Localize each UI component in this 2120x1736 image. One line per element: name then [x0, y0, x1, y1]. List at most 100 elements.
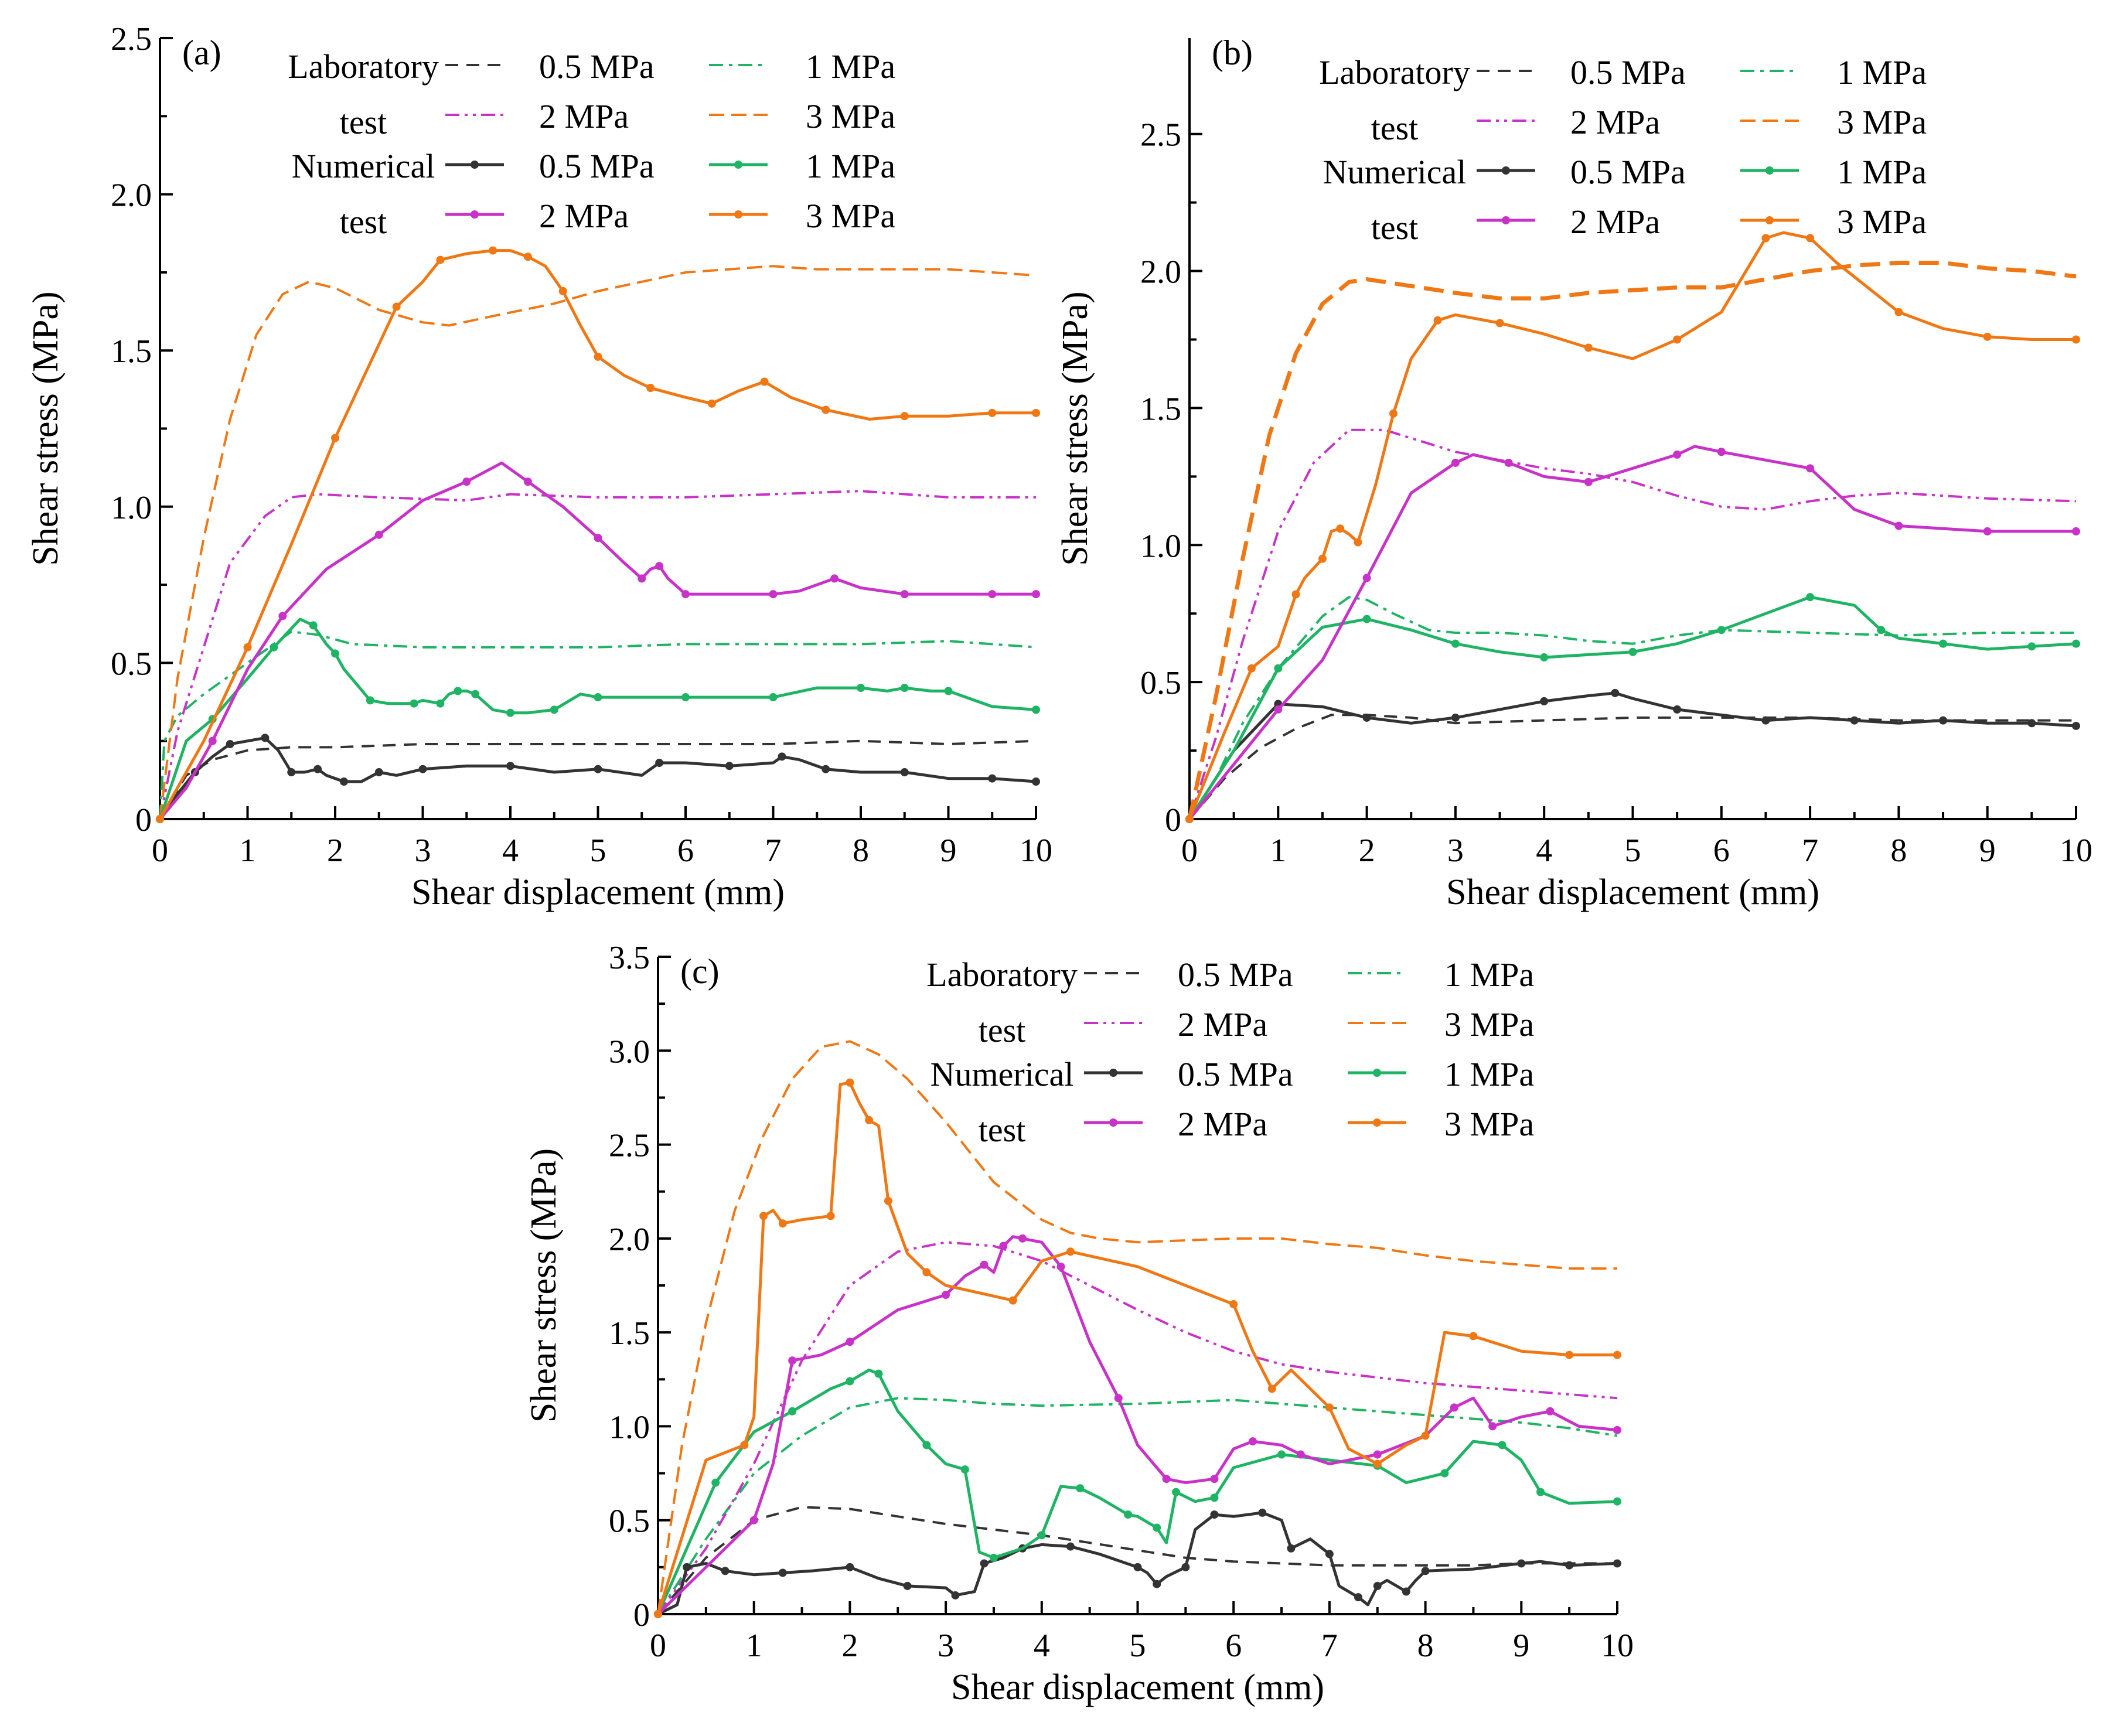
x-axis-label: Shear displacement (mm) [1446, 872, 1819, 912]
data-point [646, 384, 655, 393]
data-point [2027, 642, 2036, 651]
data-point [1247, 664, 1256, 673]
legend-marker [734, 161, 742, 169]
x-tick-label: 10 [1601, 1628, 1634, 1664]
legend-marker [1502, 166, 1510, 175]
legend-entry-label: 2 MPa [539, 197, 629, 235]
data-point [1162, 1475, 1171, 1483]
data-point [788, 1356, 797, 1365]
series-line-c3-lab [657, 1040, 1617, 1615]
data-point [374, 530, 383, 539]
data-point [988, 774, 997, 783]
data-point [278, 612, 287, 620]
series-line-c05-num [657, 1511, 1618, 1616]
data-point [1373, 1450, 1382, 1459]
data-point [638, 574, 646, 583]
legend-entry-label: 2 MPa [1178, 1005, 1267, 1043]
x-tick-label: 0 [1181, 833, 1198, 869]
data-point [1540, 653, 1549, 662]
legend-entry-label: 3 MPa [1444, 1005, 1534, 1043]
data-point [846, 1563, 854, 1571]
y-tick-label: 1.5 [1140, 391, 1181, 427]
data-point [594, 693, 602, 702]
x-tick-label: 2 [841, 1628, 858, 1664]
data-point [309, 621, 318, 630]
data-point [270, 643, 278, 652]
legend-entry-label: 0.5 MPa [539, 47, 655, 86]
data-point [884, 1196, 892, 1205]
data-point [1402, 1587, 1410, 1596]
data-point [903, 1581, 912, 1590]
data-point [740, 1441, 749, 1449]
legend-group-label: Numerical [292, 147, 435, 185]
legend-marker [471, 161, 479, 169]
x-tick-label: 1 [746, 1628, 762, 1664]
data-point [287, 768, 296, 777]
y-tick-label: 0.5 [111, 646, 152, 682]
data-point [489, 246, 497, 255]
data-point [707, 399, 716, 408]
y-tick-label: 1.5 [609, 1315, 650, 1352]
data-point [1296, 1450, 1305, 1459]
data-point [1628, 647, 1637, 656]
data-point [243, 643, 252, 652]
y-tick-label: 0 [633, 1597, 650, 1633]
data-point [1673, 335, 1682, 344]
data-point [1210, 1475, 1219, 1483]
y-axis-label: Shear stress (MPa) [1055, 291, 1095, 565]
data-point [1613, 1559, 1621, 1568]
y-tick-label: 0 [1165, 802, 1181, 838]
legend-entry-label: 3 MPa [806, 97, 895, 135]
legend-entry-label: 3 MPa [1444, 1105, 1534, 1143]
legend-entry-label: 2 MPa [1570, 203, 1660, 241]
data-point [1983, 527, 1992, 536]
data-point [830, 574, 839, 583]
data-point [681, 693, 690, 702]
x-tick-label: 7 [1802, 833, 1818, 869]
data-point [778, 1219, 787, 1228]
data-point [1806, 464, 1815, 473]
data-point [922, 1441, 931, 1449]
data-point [1806, 593, 1815, 602]
legend-entry-label: 0.5 MPa [1178, 956, 1293, 994]
data-point [313, 765, 322, 773]
x-tick-label: 8 [1417, 1628, 1434, 1664]
legend-group-label: test [979, 1111, 1026, 1149]
data-point [374, 768, 383, 777]
data-point [900, 684, 909, 693]
data-point [826, 1212, 835, 1220]
x-tick-label: 3 [938, 1628, 954, 1664]
data-point [208, 736, 217, 745]
series-line-c2-num [657, 1235, 1618, 1615]
data-point [1498, 1441, 1507, 1449]
y-tick-label: 1.0 [1140, 528, 1181, 564]
series-line-c3-num [1188, 231, 2076, 820]
data-point [1565, 1350, 1574, 1359]
data-point [1389, 409, 1398, 418]
data-point [788, 1407, 797, 1416]
data-point [1210, 1510, 1219, 1519]
data-point [874, 1369, 883, 1378]
data-point [944, 687, 953, 695]
y-tick-label: 2.0 [111, 178, 152, 214]
data-point [749, 1516, 758, 1524]
legend-group-label: Numerical [1323, 153, 1467, 191]
data-point [454, 687, 462, 695]
data-point [922, 1268, 931, 1277]
x-tick-label: 7 [1321, 1628, 1338, 1664]
data-point [1362, 713, 1371, 722]
legend-entry-label: 1 MPa [1444, 956, 1534, 994]
series-line-c05-lab [657, 1506, 1617, 1615]
y-tick-label: 2.0 [609, 1222, 650, 1258]
data-point [392, 302, 401, 311]
data-point [226, 740, 234, 749]
data-point [769, 590, 778, 599]
legend-entry-label: 3 MPa [1837, 203, 1927, 241]
legend-group-label: test [1371, 209, 1419, 247]
data-point [506, 708, 514, 717]
data-point [857, 684, 865, 693]
data-point [506, 762, 514, 770]
data-point [1210, 1493, 1219, 1502]
x-tick-label: 9 [940, 833, 957, 869]
